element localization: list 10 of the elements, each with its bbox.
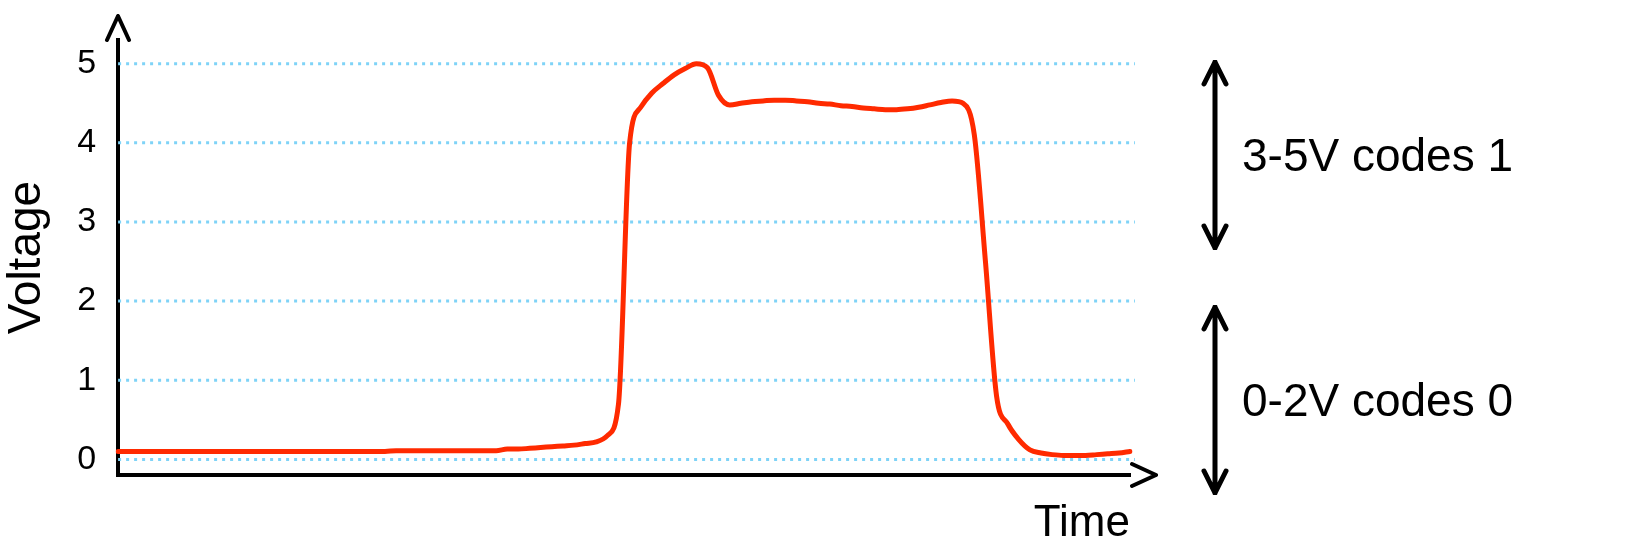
y-tick-label: 2: [77, 279, 97, 318]
x-axis-title: Time: [1033, 495, 1130, 545]
text: 0-2V codes 0: [1242, 373, 1514, 427]
y-tick-label: 3: [77, 200, 97, 239]
y-axis-title: Voltage: [0, 180, 51, 335]
y-tick-label: 5: [77, 42, 97, 81]
y-tick-label: 0: [77, 437, 97, 476]
y-tick-label: 1: [77, 358, 97, 397]
text: 3-5V codes 1: [1242, 128, 1514, 182]
y-tick-label: 4: [77, 121, 97, 160]
